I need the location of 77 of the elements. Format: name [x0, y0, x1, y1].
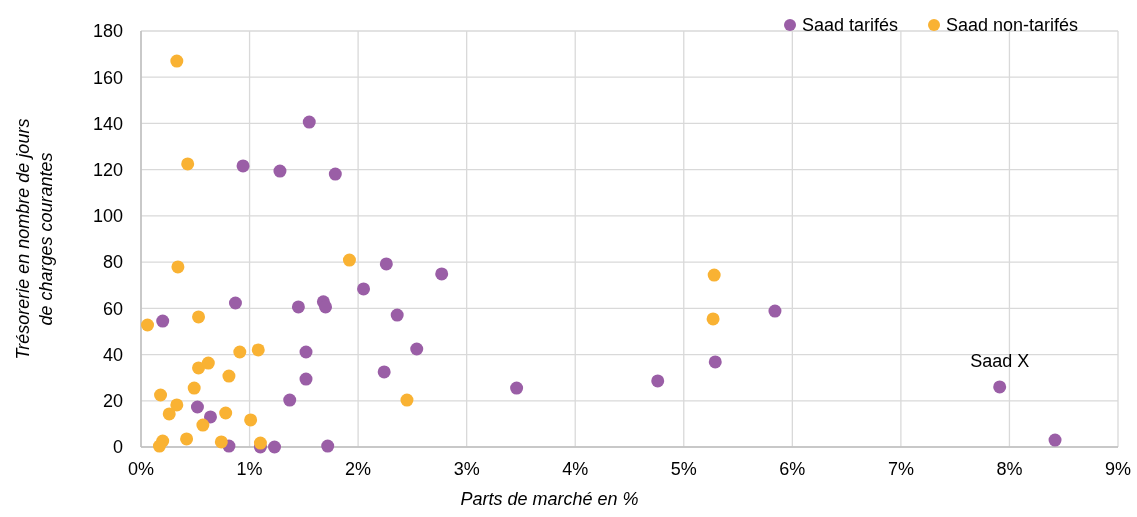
x-tick-label: 0%: [127, 459, 155, 479]
point: [192, 310, 206, 324]
x-tick-label: 1%: [236, 459, 263, 479]
point: [152, 439, 166, 453]
point: [390, 308, 404, 322]
y-axis-title: Trésorerie en nombre de jours de charges courantes: [13, 118, 56, 360]
point: [319, 300, 333, 314]
point: [410, 342, 424, 356]
point: [222, 369, 236, 383]
x-tick-label: 7%: [887, 459, 914, 479]
x-tick-label: 4%: [562, 459, 589, 479]
y-tick-label: 140: [92, 113, 123, 134]
point: [203, 410, 217, 424]
point: [357, 282, 371, 296]
point: [244, 413, 258, 427]
y-tick-label: 0: [112, 437, 123, 458]
legend-label: Saad non-tarifés: [946, 15, 1079, 36]
point: [283, 393, 297, 407]
point: [768, 304, 782, 318]
point: [201, 356, 215, 370]
point: [170, 54, 184, 68]
point: [377, 365, 391, 379]
point: [993, 380, 1007, 394]
point: [273, 164, 287, 178]
point: [328, 167, 342, 181]
y-tick-label: 180: [92, 21, 123, 42]
point: [706, 312, 720, 326]
point: [291, 300, 305, 314]
x-axis-title: Parts de marché en %: [460, 489, 639, 509]
point: [180, 432, 194, 446]
y-tick-label: 160: [92, 67, 123, 88]
point: [190, 400, 204, 414]
y-tick-label: 20: [102, 391, 123, 412]
point: [342, 253, 356, 267]
point: [400, 393, 414, 407]
point: [302, 115, 316, 129]
point: [708, 355, 722, 369]
point: [170, 398, 184, 412]
point: [299, 345, 313, 359]
point: [253, 436, 267, 450]
y-tick-label: 80: [102, 252, 123, 273]
point: [154, 388, 168, 402]
point: [192, 361, 206, 375]
x-tick-label: 5%: [670, 459, 697, 479]
point: [141, 318, 155, 332]
point: [233, 345, 247, 359]
point: [510, 381, 524, 395]
point: [219, 406, 233, 420]
point: [156, 314, 170, 328]
point: [1048, 433, 1062, 447]
y-tick-label: 60: [102, 298, 123, 319]
point: [171, 260, 185, 274]
point: [651, 374, 665, 388]
point: [268, 440, 282, 454]
x-tick-label: 9%: [1104, 459, 1132, 479]
point: [299, 372, 313, 386]
point: [236, 159, 250, 173]
point: [321, 439, 335, 453]
point: [196, 418, 210, 432]
point: [228, 296, 242, 310]
x-tick-label: 3%: [453, 459, 480, 479]
annotation: Saad X: [970, 350, 1030, 371]
x-tick-label: 8%: [996, 459, 1023, 479]
point: [251, 343, 265, 357]
point: [214, 435, 228, 449]
point: [162, 407, 176, 421]
legend-label: Saad tarifés: [802, 15, 899, 36]
point: [379, 257, 393, 271]
point: [181, 157, 195, 171]
y-tick-label: 100: [92, 206, 123, 227]
point: [707, 268, 721, 282]
point: [187, 381, 201, 395]
y-tick-label: 40: [102, 344, 123, 365]
x-tick-label: 2%: [345, 459, 372, 479]
y-tick-label: 120: [92, 159, 123, 180]
x-tick-label: 6%: [779, 459, 806, 479]
point: [435, 267, 449, 281]
